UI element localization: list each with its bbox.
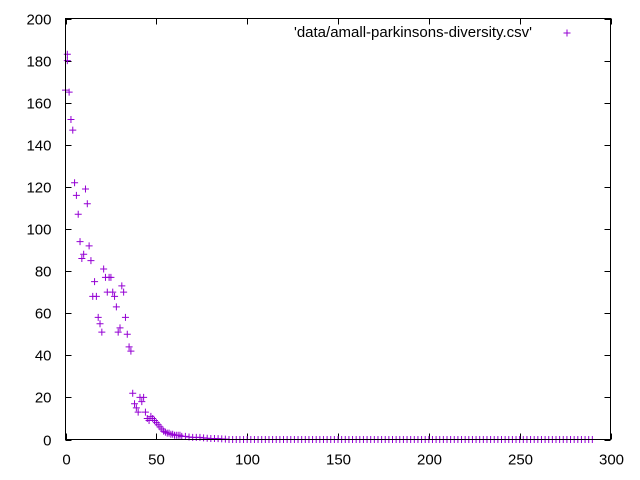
data-point (116, 324, 124, 332)
data-point (107, 273, 115, 281)
data-point (85, 242, 93, 250)
data-point (78, 254, 86, 262)
data-point (111, 292, 119, 300)
data-point (96, 320, 104, 328)
legend-label: 'data/amall-parkinsons-diversity.csv' (294, 24, 532, 41)
y-tick-label: 140 (26, 138, 51, 155)
data-point (160, 427, 168, 435)
legend-marker-plus (563, 29, 571, 37)
data-point (80, 250, 88, 258)
data-point (132, 404, 140, 412)
legend-marker (563, 29, 571, 37)
x-tick-label: 250 (508, 452, 533, 469)
x-tick-label: 200 (417, 452, 442, 469)
data-point (125, 343, 133, 351)
x-tick-label: 50 (148, 452, 165, 469)
data-point (123, 330, 131, 338)
y-tick-label: 20 (35, 390, 52, 407)
y-tick-label: 200 (26, 12, 51, 29)
data-point (109, 288, 117, 296)
data-point (94, 313, 102, 321)
data-point (114, 328, 122, 336)
plot-frame (65, 18, 611, 440)
data-point (176, 431, 184, 439)
data-point (138, 398, 146, 406)
data-point (169, 430, 177, 438)
data-point (92, 292, 100, 300)
data-point (98, 328, 106, 336)
data-point (72, 191, 80, 199)
data-point (63, 57, 71, 65)
data-point (71, 179, 79, 187)
data-point (134, 408, 142, 416)
x-tick-label: 300 (599, 452, 624, 469)
data-point (112, 303, 120, 311)
data-point (63, 50, 71, 58)
y-tick-label: 80 (35, 264, 52, 281)
data-point (65, 88, 73, 96)
y-tick-label: 100 (26, 222, 51, 239)
data-point (121, 313, 129, 321)
data-point (100, 265, 108, 273)
data-point (161, 428, 169, 436)
data-point (69, 126, 77, 134)
data-point (67, 116, 75, 124)
data-point (83, 200, 91, 208)
data-point (141, 408, 149, 416)
y-tick-label: 180 (26, 54, 51, 71)
y-tick-label: 160 (26, 96, 51, 113)
data-point (127, 347, 135, 355)
data-point (74, 210, 82, 218)
data-point (120, 288, 128, 296)
data-point (165, 429, 173, 437)
data-point (87, 257, 95, 265)
y-tick-label: 40 (35, 348, 52, 365)
y-tick-label: 120 (26, 180, 51, 197)
x-tick-label: 100 (235, 452, 260, 469)
data-point (76, 238, 84, 246)
axis-tick-labels: 0 50 100 150 200 250 300 0 20 40 60 80 100 120 140 160 1… (26, 12, 624, 469)
data-point (181, 432, 189, 440)
data-point (91, 278, 99, 286)
legend: 'data/amall-parkinsons-diversity.csv' (294, 24, 571, 41)
data-point (129, 389, 137, 397)
data-point (81, 185, 89, 193)
data-point (118, 282, 126, 290)
axis-ticks (65, 18, 612, 441)
data-point (131, 400, 139, 408)
x-tick-label: 150 (326, 452, 351, 469)
y-tick-label: 60 (35, 306, 52, 323)
x-tick-label: 0 (62, 452, 70, 469)
data-point (140, 393, 148, 401)
y-tick-label: 0 (43, 433, 51, 450)
